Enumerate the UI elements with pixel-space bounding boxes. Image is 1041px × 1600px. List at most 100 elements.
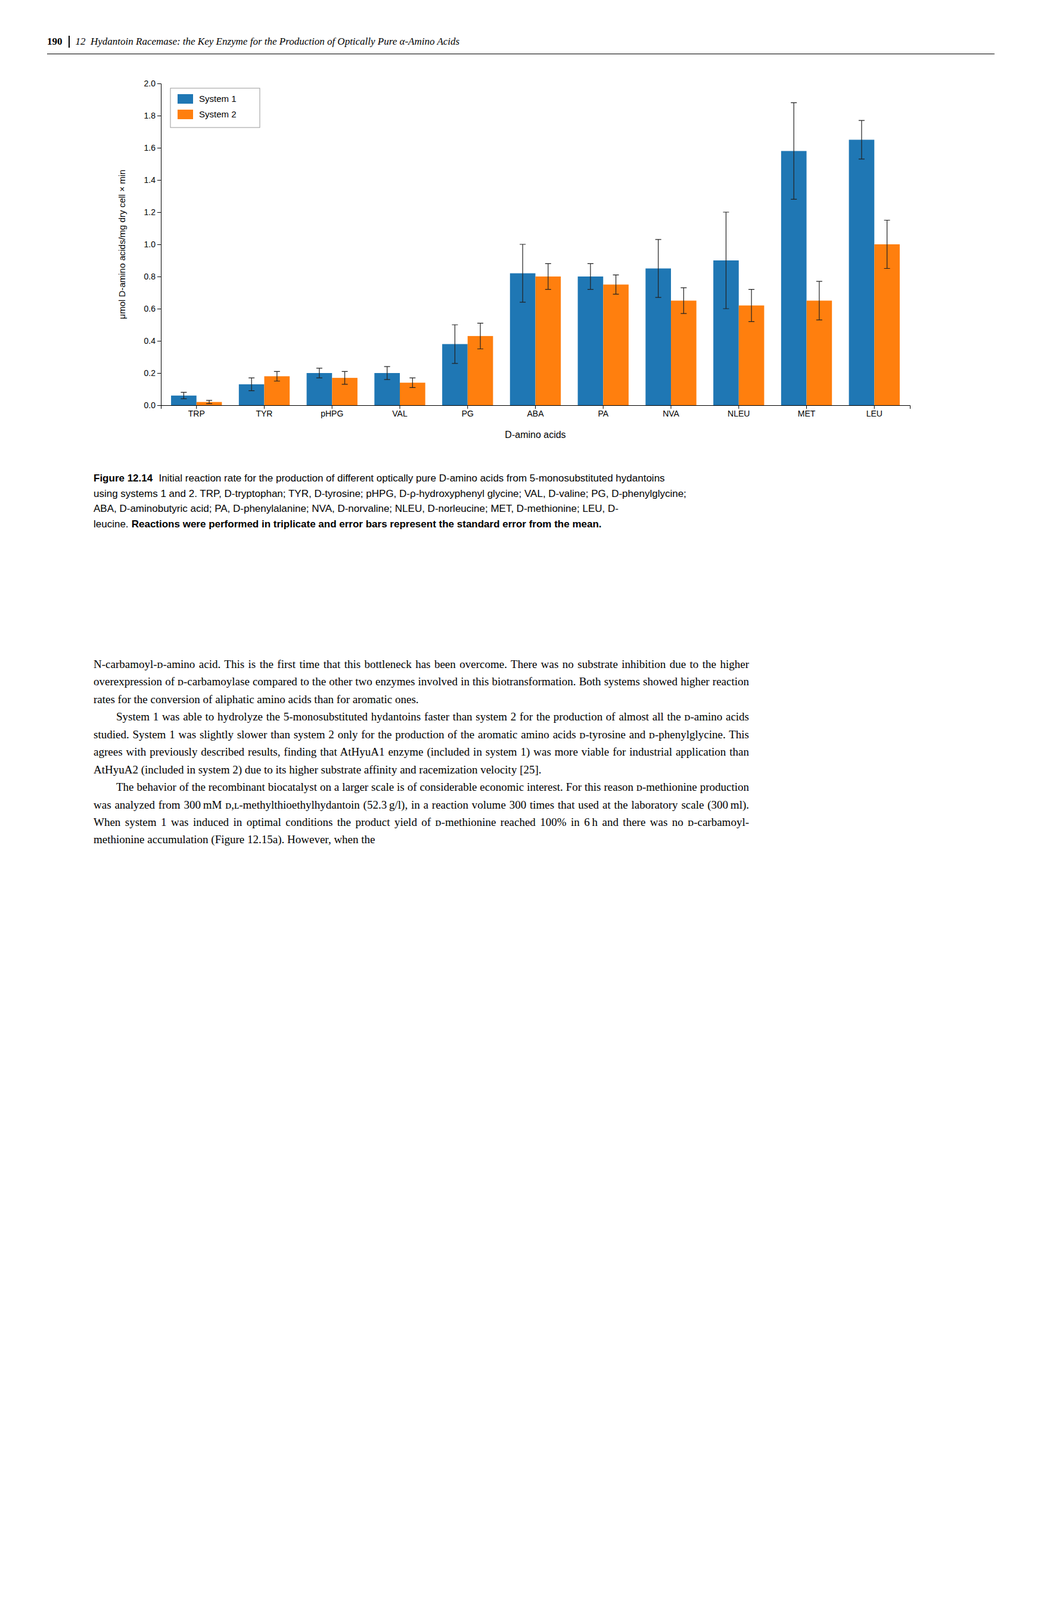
x-tick-label: MET — [797, 408, 816, 419]
error-bar — [316, 368, 323, 378]
error-bar — [451, 324, 458, 364]
error-bar — [790, 102, 797, 200]
y-tick-label: 1.4 — [144, 175, 157, 185]
y-tick: 0.4 — [144, 336, 161, 346]
page-header-text: 12 Hydantoin Racemase: the Key Enzyme fo… — [75, 35, 461, 48]
y-tick: 1.6 — [144, 143, 161, 153]
page: {"chart_data": {"type": "bar", "categori… — [0, 0, 1041, 1600]
y-tick-label: 0.6 — [144, 303, 157, 314]
page-header: 190 12 Hydantoin Racemase: the Key Enzyme… — [47, 35, 995, 55]
x-tick: ABA — [526, 405, 545, 419]
body-paragraph: The behavior of the recombinant biocatal… — [93, 778, 750, 849]
series-1 — [171, 140, 875, 406]
plot: 0.0 0.2 0.4 0.6 0.8 1.0 1.2 1.4 1.6 1.8 2.0 TRP TYR p… — [116, 78, 911, 440]
y-tick-label: 1.6 — [144, 143, 157, 153]
x-tick: PG — [461, 405, 474, 419]
error-bar — [587, 263, 594, 290]
y-tick-label: 0.0 — [144, 400, 157, 410]
error-bar — [248, 377, 255, 391]
body-paragraph: System 1 was able to hydrolyze the 5-mon… — [93, 707, 750, 779]
y-tick-mark — [157, 308, 161, 310]
legend-item: System 2 — [177, 109, 237, 120]
y-tick-label: 2.0 — [144, 78, 157, 89]
x-tick: TRP — [188, 405, 205, 419]
x-tick-label: pHPG — [320, 408, 344, 419]
error-bar — [409, 377, 416, 388]
y-tick: 1.0 — [144, 239, 161, 250]
series-2 — [196, 244, 900, 406]
y-tick-label: 0.8 — [144, 271, 157, 282]
legend-frame — [170, 88, 260, 128]
x-tick: TYR — [255, 405, 273, 419]
legend-label: System 2 — [199, 109, 237, 120]
y-tick-mark — [157, 244, 161, 245]
x-tick: NVA — [662, 405, 680, 419]
y-tick: 1.4 — [144, 175, 161, 185]
body-text: N-carbamoyl-ᴅ-amino acid. This is the fi… — [93, 655, 750, 849]
bar — [849, 140, 875, 406]
y-tick-label: 1.8 — [144, 110, 157, 121]
error-bar — [858, 120, 865, 160]
error-bar — [342, 371, 348, 385]
x-axis-title: D-amino acids — [504, 429, 566, 440]
caption: Figure 12.14Initial reaction rate for th… — [93, 470, 690, 532]
y-tick-mark — [157, 405, 161, 406]
x-tick-label: NLEU — [727, 408, 750, 419]
y-tick-mark — [157, 115, 161, 117]
y-tick-mark — [157, 340, 161, 342]
caption-note: Reactions were performed in triplicate a… — [131, 518, 602, 530]
y-tick: 0.0 — [144, 400, 161, 410]
caption-label: Figure 12.14 — [93, 472, 153, 484]
x-tick-label: LEU — [866, 408, 883, 419]
x-tick: VAL — [392, 405, 408, 419]
y-tick-label: 1.0 — [144, 239, 157, 250]
x-tick-label: TRP — [188, 408, 205, 419]
y-tick-mark — [157, 276, 161, 278]
legend-swatch — [177, 109, 194, 120]
x-tick-label: ABA — [526, 408, 545, 419]
y-tick-mark — [157, 212, 161, 213]
x-tick-label: PG — [461, 408, 474, 419]
bar — [670, 300, 697, 406]
y-tick-label: 0.2 — [144, 368, 157, 378]
y-tick-mark — [157, 83, 161, 85]
bar — [578, 276, 604, 406]
page-number: 190 — [47, 35, 70, 48]
y-tick: 2.0 — [144, 78, 161, 89]
error-bar — [206, 400, 213, 404]
error-bar — [545, 263, 552, 290]
error-bar — [180, 392, 187, 399]
y-tick: 0.2 — [144, 368, 161, 378]
error-bar — [722, 212, 729, 309]
legend-label: System 1 — [199, 93, 237, 104]
bar-chart: 0.0 0.2 0.4 0.6 0.8 1.0 1.2 1.4 1.6 1.8 2.0 TRP TYR p… — [0, 71, 1041, 453]
y-tick: 0.6 — [144, 303, 161, 314]
x-tick-label: NVA — [662, 408, 680, 419]
y-tick: 1.8 — [144, 110, 161, 121]
body-paragraph: N-carbamoyl-ᴅ-amino acid. This is the fi… — [93, 655, 750, 708]
legend: System 1 System 2 — [170, 88, 260, 128]
x-tick: LEU — [866, 405, 883, 419]
legend-swatch — [177, 94, 194, 104]
bar — [603, 284, 629, 406]
x-tick: PA — [597, 405, 609, 419]
error-bars-2 — [206, 220, 891, 405]
y-tick-mark — [157, 147, 161, 149]
y-tick-label: 0.4 — [144, 336, 157, 346]
y-axis-line — [157, 84, 162, 406]
error-bar — [613, 274, 620, 294]
y-tick: 0.8 — [144, 271, 161, 282]
x-tick: pHPG — [320, 405, 344, 419]
error-bar — [655, 239, 662, 298]
y-tick: 1.2 — [144, 207, 161, 217]
y-tick-mark — [157, 179, 161, 181]
x-tick-label: TYR — [255, 408, 273, 419]
error-bar — [884, 220, 891, 269]
bar — [535, 276, 562, 406]
x-tick: NLEU — [727, 405, 750, 419]
x-tick: MET — [797, 405, 816, 419]
x-axis: TRP TYR pHPG VAL PG ABA PA NVA NLEU MET LEU — [161, 405, 911, 419]
x-tick-label: VAL — [392, 408, 408, 419]
error-bar — [384, 366, 391, 380]
error-bar — [477, 322, 484, 349]
